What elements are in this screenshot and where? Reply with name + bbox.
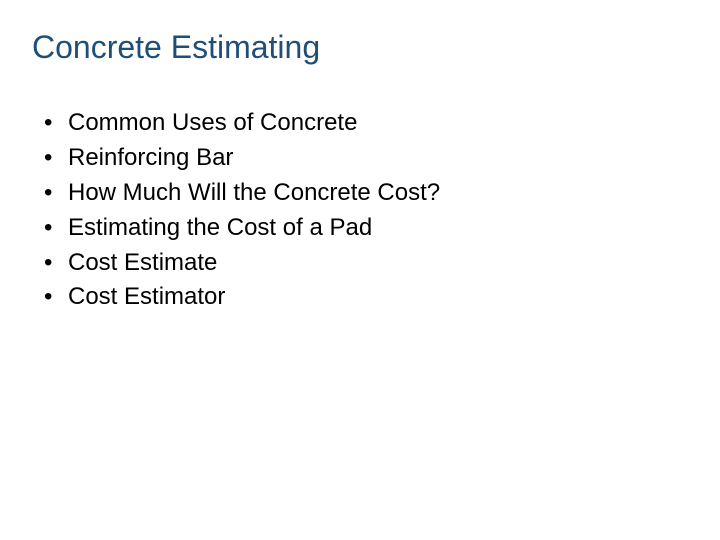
- list-item-text: How Much Will the Concrete Cost?: [68, 176, 688, 211]
- bullet-icon: •: [44, 246, 68, 281]
- list-item: • Reinforcing Bar: [44, 141, 688, 176]
- bullet-icon: •: [44, 211, 68, 246]
- list-item: • How Much Will the Concrete Cost?: [44, 176, 688, 211]
- list-item-text: Reinforcing Bar: [68, 141, 688, 176]
- slide-title: Concrete Estimating: [32, 28, 688, 66]
- bullet-icon: •: [44, 176, 68, 211]
- list-item: • Common Uses of Concrete: [44, 106, 688, 141]
- list-item-text: Estimating the Cost of a Pad: [68, 211, 688, 246]
- slide: Concrete Estimating • Common Uses of Con…: [0, 0, 720, 540]
- list-item: • Cost Estimate: [44, 246, 688, 281]
- list-item-text: Cost Estimate: [68, 246, 688, 281]
- list-item-text: Common Uses of Concrete: [68, 106, 688, 141]
- list-item: • Cost Estimator: [44, 280, 688, 315]
- list-item-text: Cost Estimator: [68, 280, 688, 315]
- list-item: • Estimating the Cost of a Pad: [44, 211, 688, 246]
- bullet-icon: •: [44, 106, 68, 141]
- bullet-icon: •: [44, 280, 68, 315]
- bullet-icon: •: [44, 141, 68, 176]
- bullet-list: • Common Uses of Concrete • Reinforcing …: [44, 106, 688, 315]
